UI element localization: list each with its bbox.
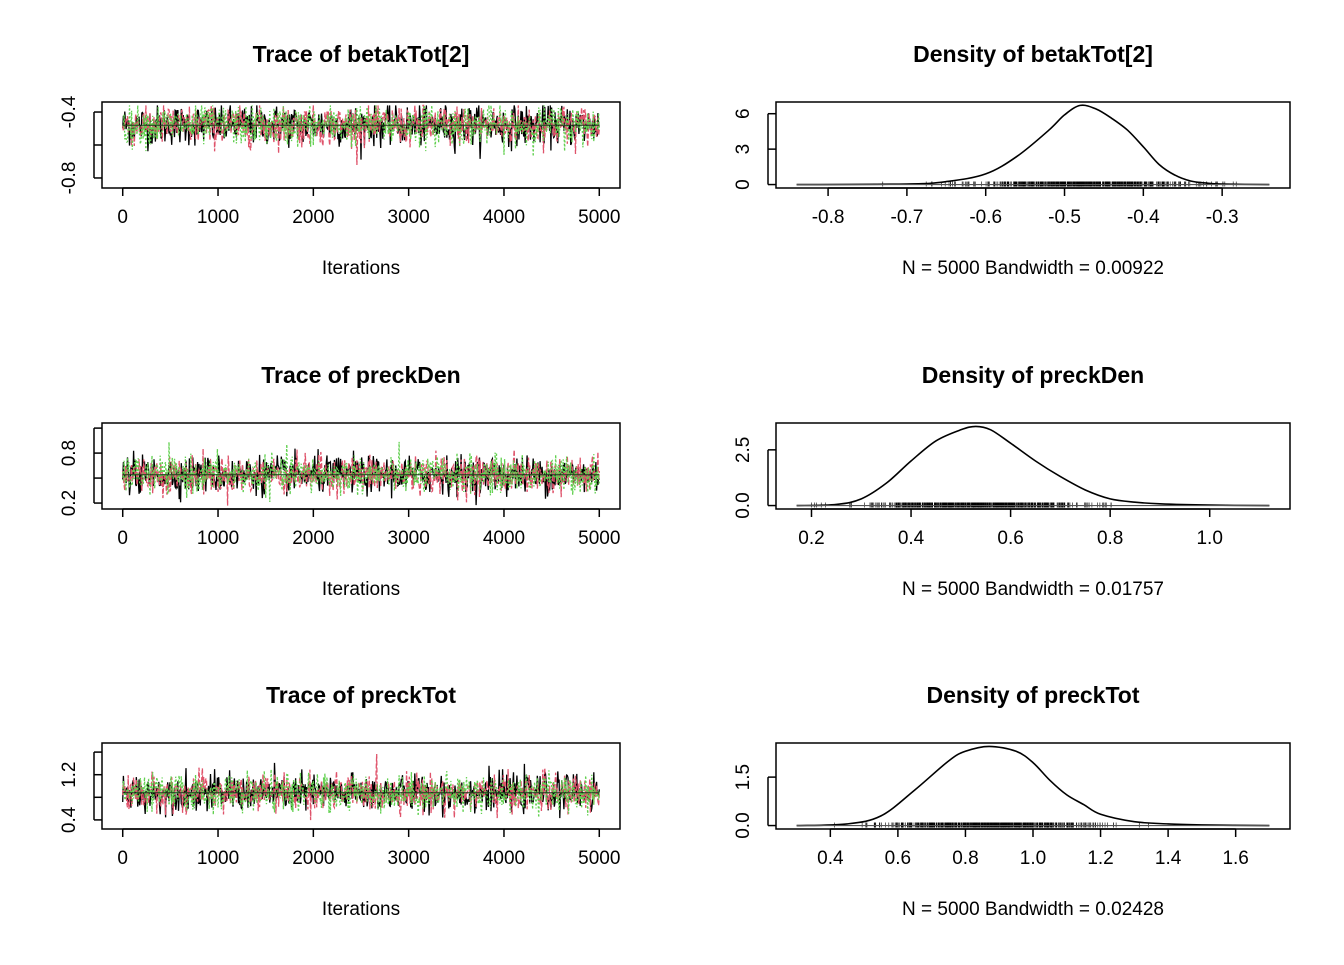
y-tick-label: 3 (733, 144, 754, 155)
x-tick-label: 0 (117, 207, 128, 228)
y-tick-label: 0.0 (733, 492, 754, 518)
y-tick-label: 2.5 (733, 437, 754, 463)
x-tick-label: 0.2 (798, 528, 824, 549)
x-axis-label: Iterations (322, 579, 400, 600)
x-tick-label: 4000 (483, 528, 525, 549)
x-tick-label: 5000 (578, 528, 620, 549)
x-tick-label: 0.8 (952, 848, 978, 869)
x-tick-label: 0.4 (817, 848, 844, 869)
x-tick-label: 2000 (292, 848, 334, 869)
x-tick-label: 0 (117, 848, 128, 869)
y-tick-label: 0.8 (59, 440, 80, 466)
x-tick-label: 1.0 (1020, 848, 1046, 869)
panel-title: Trace of betakTot[2] (253, 41, 470, 67)
x-tick-label: 3000 (388, 528, 430, 549)
density-panel-3: Density of preckTot 0.4 0.6 0.8 1.0 1.2 1.4 1.6… (733, 682, 1291, 920)
trace-panel-2: Trace of preckDen 0 1000 2000 3000 4000 5000 It… (59, 362, 621, 600)
plot-frame (775, 742, 1291, 830)
x-tick-label: -0.7 (891, 207, 924, 228)
x-tick-label: 3000 (388, 207, 430, 228)
x-tick-label: 2000 (292, 528, 334, 549)
x-axis-label: N = 5000 Bandwidth = 0.00922 (902, 258, 1164, 279)
x-tick-label: -0.8 (812, 207, 845, 228)
density-curve (796, 425, 1270, 507)
y-tick-label: 6 (733, 108, 754, 119)
trace-panel-1: Trace of betakTot[2] 0 1000 2000 3000 4000 500… (59, 41, 621, 279)
x-axis-label: Iterations (322, 899, 400, 920)
x-tick-label: 0.6 (997, 528, 1023, 549)
x-tick-label: 4000 (483, 207, 525, 228)
x-axis-label: Iterations (322, 258, 400, 279)
density-panel-2: Density of preckDen 0.2 0.4 0.6 0.8 1.0 N = 50… (733, 362, 1291, 600)
chain-3-trace (122, 769, 600, 818)
x-tick-label: 1.6 (1222, 848, 1248, 869)
y-tick-label: 1.2 (59, 761, 80, 787)
x-tick-label: -0.5 (1048, 207, 1081, 228)
density-curve (796, 745, 1270, 827)
x-tick-label: 0 (117, 528, 128, 549)
y-tick-label: 0.4 (59, 806, 80, 833)
panel-title: Trace of preckTot (266, 682, 456, 708)
density-panel-1: Density of betakTot[2] -0.8 -0.7 -0.6 -0.5 -0… (733, 41, 1291, 279)
y-tick-label: -0.8 (59, 162, 80, 195)
x-tick-label: 0.6 (885, 848, 911, 869)
x-tick-label: 5000 (578, 848, 620, 869)
x-tick-label: 2000 (292, 207, 334, 228)
panel-title: Trace of preckDen (261, 362, 460, 388)
x-axis-label: N = 5000 Bandwidth = 0.02428 (902, 899, 1164, 920)
x-tick-label: 1.0 (1196, 528, 1222, 549)
y-tick-label: 0 (733, 179, 754, 190)
y-tick-label: 0.2 (59, 490, 80, 516)
x-tick-label: -0.6 (969, 207, 1002, 228)
x-axis-label: N = 5000 Bandwidth = 0.01757 (902, 579, 1164, 600)
panel-title: Density of preckTot (927, 682, 1140, 708)
plot-frame (775, 101, 1291, 189)
trace-panel-3: Trace of preckTot 0 1000 2000 3000 4000 5000 It… (59, 682, 621, 920)
x-tick-label: 4000 (483, 848, 525, 869)
y-tick-label: 0.0 (733, 812, 754, 838)
y-tick-label: -0.4 (59, 95, 80, 128)
x-tick-label: 0.8 (1097, 528, 1123, 549)
x-tick-label: 0.4 (898, 528, 925, 549)
x-tick-label: -0.3 (1206, 207, 1239, 228)
x-tick-label: -0.4 (1127, 207, 1160, 228)
x-tick-label: 1000 (197, 207, 239, 228)
density-curve (796, 104, 1270, 186)
x-tick-label: 1.4 (1155, 848, 1182, 869)
panel-title: Density of preckDen (922, 362, 1144, 388)
panel-title: Density of betakTot[2] (913, 41, 1153, 67)
x-tick-label: 5000 (578, 207, 620, 228)
y-tick-label: 1.5 (733, 764, 754, 790)
chain-1-trace (122, 762, 600, 819)
x-tick-label: 1.2 (1087, 848, 1113, 869)
x-tick-label: 1000 (197, 528, 239, 549)
plot-frame (775, 422, 1291, 510)
x-tick-label: 1000 (197, 848, 239, 869)
x-tick-label: 3000 (388, 848, 430, 869)
